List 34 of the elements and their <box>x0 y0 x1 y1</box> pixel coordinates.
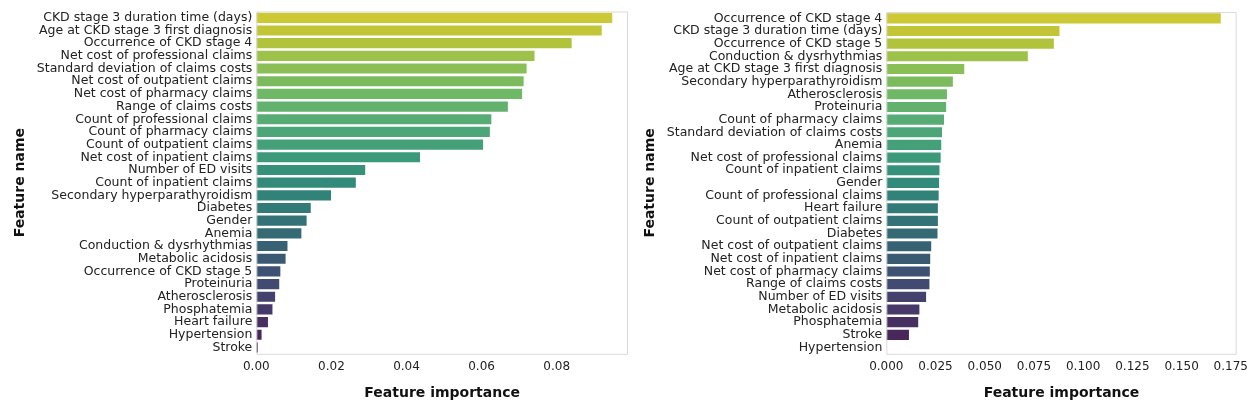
y-tick-label: Anemia <box>204 224 253 240</box>
y-tick-label: Occurrence of CKD stage 4 <box>713 9 883 25</box>
y-tick-label: Conduction & dysrhythmias <box>78 237 253 253</box>
x-tick-label: 0.125 <box>1115 359 1150 374</box>
x-tick-label: 0.175 <box>1213 359 1248 374</box>
y-tick-label: Count of inpatient claims <box>95 173 253 189</box>
x-axis-title: Feature importance <box>983 384 1140 401</box>
x-tick-label: 0.025 <box>918 359 953 374</box>
x-tick-label: 0.04 <box>393 359 420 374</box>
x-tick-label: 0.150 <box>1164 359 1199 374</box>
y-tick-label: Atherosclerosis <box>157 288 253 303</box>
x-tick-label: 0.00 <box>242 359 270 374</box>
y-tick-label: Phosphatemia <box>163 300 253 316</box>
y-tick-label: Metabolic acidosis <box>767 300 883 316</box>
x-tick-label: 0.075 <box>1016 359 1052 374</box>
y-axis-title: Feature name <box>641 128 658 238</box>
x-tick-label: 0.000 <box>869 359 904 374</box>
x-tick-label: 0.08 <box>543 359 571 374</box>
y-tick-label: Net cost of outpatient claims <box>71 72 253 88</box>
x-tick-label: 0.02 <box>318 359 345 374</box>
x-axis-title: Feature importance <box>364 384 521 401</box>
y-tick-label: Occurrence of CKD stage 5 <box>83 262 253 278</box>
y-tick-label: Heart failure <box>804 199 883 215</box>
x-tick-label: 0.100 <box>1065 359 1101 374</box>
y-tick-label: Net cost of inpatient claims <box>80 148 253 164</box>
y-tick-label: Net cost of pharmacy claims <box>703 262 883 278</box>
y-axis-title: Feature name <box>11 127 28 238</box>
y-tick-label: Phosphatemia <box>793 313 883 329</box>
y-tick-label: CKD stage 3 duration time (days) <box>43 9 253 25</box>
y-tick-label: Gender <box>206 211 254 227</box>
x-tick-label: 0.050 <box>967 359 1002 374</box>
x-tick-label: 0.06 <box>468 359 495 374</box>
y-tick-label: Net cost of outpatient claims <box>701 237 883 253</box>
y-tick-label: Secondary hyperparathyroidism <box>51 186 253 202</box>
